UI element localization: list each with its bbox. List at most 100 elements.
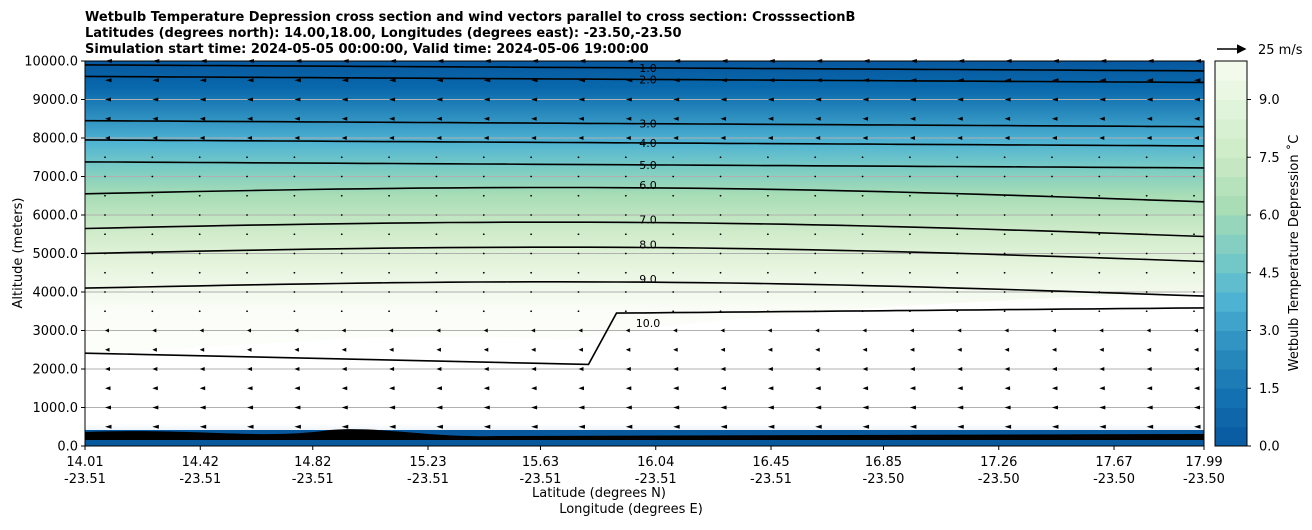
wind-vector (247, 136, 253, 140)
x-tick-label-lat: 14.82 (294, 455, 331, 470)
wind-vector (909, 291, 911, 293)
wind-vector (341, 328, 346, 333)
wind-vector (1004, 136, 1010, 140)
wind-vector (531, 116, 537, 121)
wind-vector (1146, 97, 1153, 102)
wind-vector (578, 405, 585, 410)
wind-vector (1193, 271, 1195, 274)
wind-vector (294, 97, 301, 102)
wind-vector (105, 136, 110, 140)
wind-vector (624, 252, 627, 255)
wind-vector (1003, 252, 1006, 255)
wind-vector (435, 233, 438, 236)
x-tick-label-lon: -23.51 (635, 472, 677, 487)
colorbar-segment (1215, 234, 1247, 254)
wind-vector (1145, 252, 1148, 255)
wind-vector (1099, 347, 1104, 352)
wind-vector (293, 175, 296, 178)
wind-vector (531, 386, 537, 391)
wind-vector (389, 405, 396, 410)
wind-vector (482, 271, 485, 274)
wind-vector (767, 116, 774, 121)
wind-vector (1146, 116, 1153, 121)
wind-vector (435, 156, 438, 159)
wind-vector (672, 175, 675, 178)
wind-vector (294, 78, 301, 83)
wind-vector (1193, 310, 1195, 313)
x-tick-label-lat: 17.99 (1185, 455, 1222, 470)
wind-vector (815, 136, 821, 140)
wind-vector (1098, 233, 1101, 236)
wind-vector (198, 214, 201, 216)
wind-vector (909, 194, 911, 197)
wind-vector (1098, 156, 1101, 159)
wind-vector (247, 78, 254, 83)
wind-vector (388, 194, 390, 197)
y-tick-label: 9000.0 (33, 93, 79, 108)
wind-vector (767, 367, 773, 371)
wind-vector (246, 214, 248, 216)
contour-line (84, 161, 1205, 169)
wind-vector (1145, 214, 1148, 216)
wind-vector (435, 175, 438, 178)
contour-line (84, 139, 1205, 147)
wind-vector (766, 175, 769, 178)
wind-vector (956, 233, 959, 236)
wind-vector (1193, 194, 1195, 197)
wind-vector (151, 271, 154, 274)
wind-vector (199, 424, 207, 429)
wind-vector (104, 271, 106, 274)
wind-vector (246, 194, 248, 197)
wind-vector (341, 97, 348, 102)
quiver-key-label: 25 m/s (1258, 43, 1303, 58)
colorbar-label: Wetbulb Temperature Depression ˚C (1286, 135, 1302, 372)
wind-vector (340, 156, 343, 159)
wind-vector (1193, 214, 1195, 216)
wind-vector (246, 271, 248, 274)
wind-vector (105, 405, 111, 410)
wind-vector (862, 367, 868, 371)
wind-vector (956, 156, 959, 159)
wind-vector (1003, 214, 1006, 216)
wind-vector (246, 175, 248, 178)
wind-vector (483, 97, 490, 102)
wind-vector (294, 116, 300, 121)
wind-vector (909, 367, 915, 371)
wind-vector (531, 136, 537, 140)
wind-vector (957, 328, 962, 333)
wind-vector (956, 175, 959, 178)
wind-vector (1146, 347, 1152, 352)
wind-vector (956, 194, 959, 197)
wind-vector (1146, 78, 1154, 83)
wind-vector (293, 214, 296, 216)
wind-vector (625, 328, 630, 333)
wind-vector (293, 291, 296, 293)
wind-vector (1051, 367, 1057, 371)
wind-vector (152, 136, 158, 140)
wind-vector (104, 233, 106, 236)
wind-vector (105, 367, 110, 371)
wind-vector (719, 271, 722, 274)
contour-line (84, 119, 1205, 128)
wind-vector (909, 347, 915, 352)
wind-vector (151, 233, 154, 236)
wind-vector (720, 347, 726, 352)
wind-vector (1098, 175, 1101, 178)
wind-vector (1051, 156, 1053, 159)
wind-vector (389, 97, 396, 102)
colorbar-segment (1215, 388, 1247, 408)
wind-vector (1099, 367, 1105, 371)
contour-label: 8.0 (639, 239, 657, 252)
wind-vector (1145, 194, 1148, 197)
colorbar-segment (1215, 407, 1247, 428)
wind-vector (199, 347, 205, 352)
wind-vector (482, 214, 485, 216)
wind-vector (247, 97, 254, 102)
wind-vector (861, 252, 864, 255)
wind-vector (152, 78, 159, 83)
wind-vector (1145, 156, 1148, 159)
chart-title-line-3: Simulation start time: 2024-05-05 00:00:… (85, 42, 649, 57)
colorbar-segment (1215, 311, 1247, 331)
y-tick-label: 4000.0 (33, 286, 79, 301)
colorbar-segment (1215, 369, 1247, 389)
